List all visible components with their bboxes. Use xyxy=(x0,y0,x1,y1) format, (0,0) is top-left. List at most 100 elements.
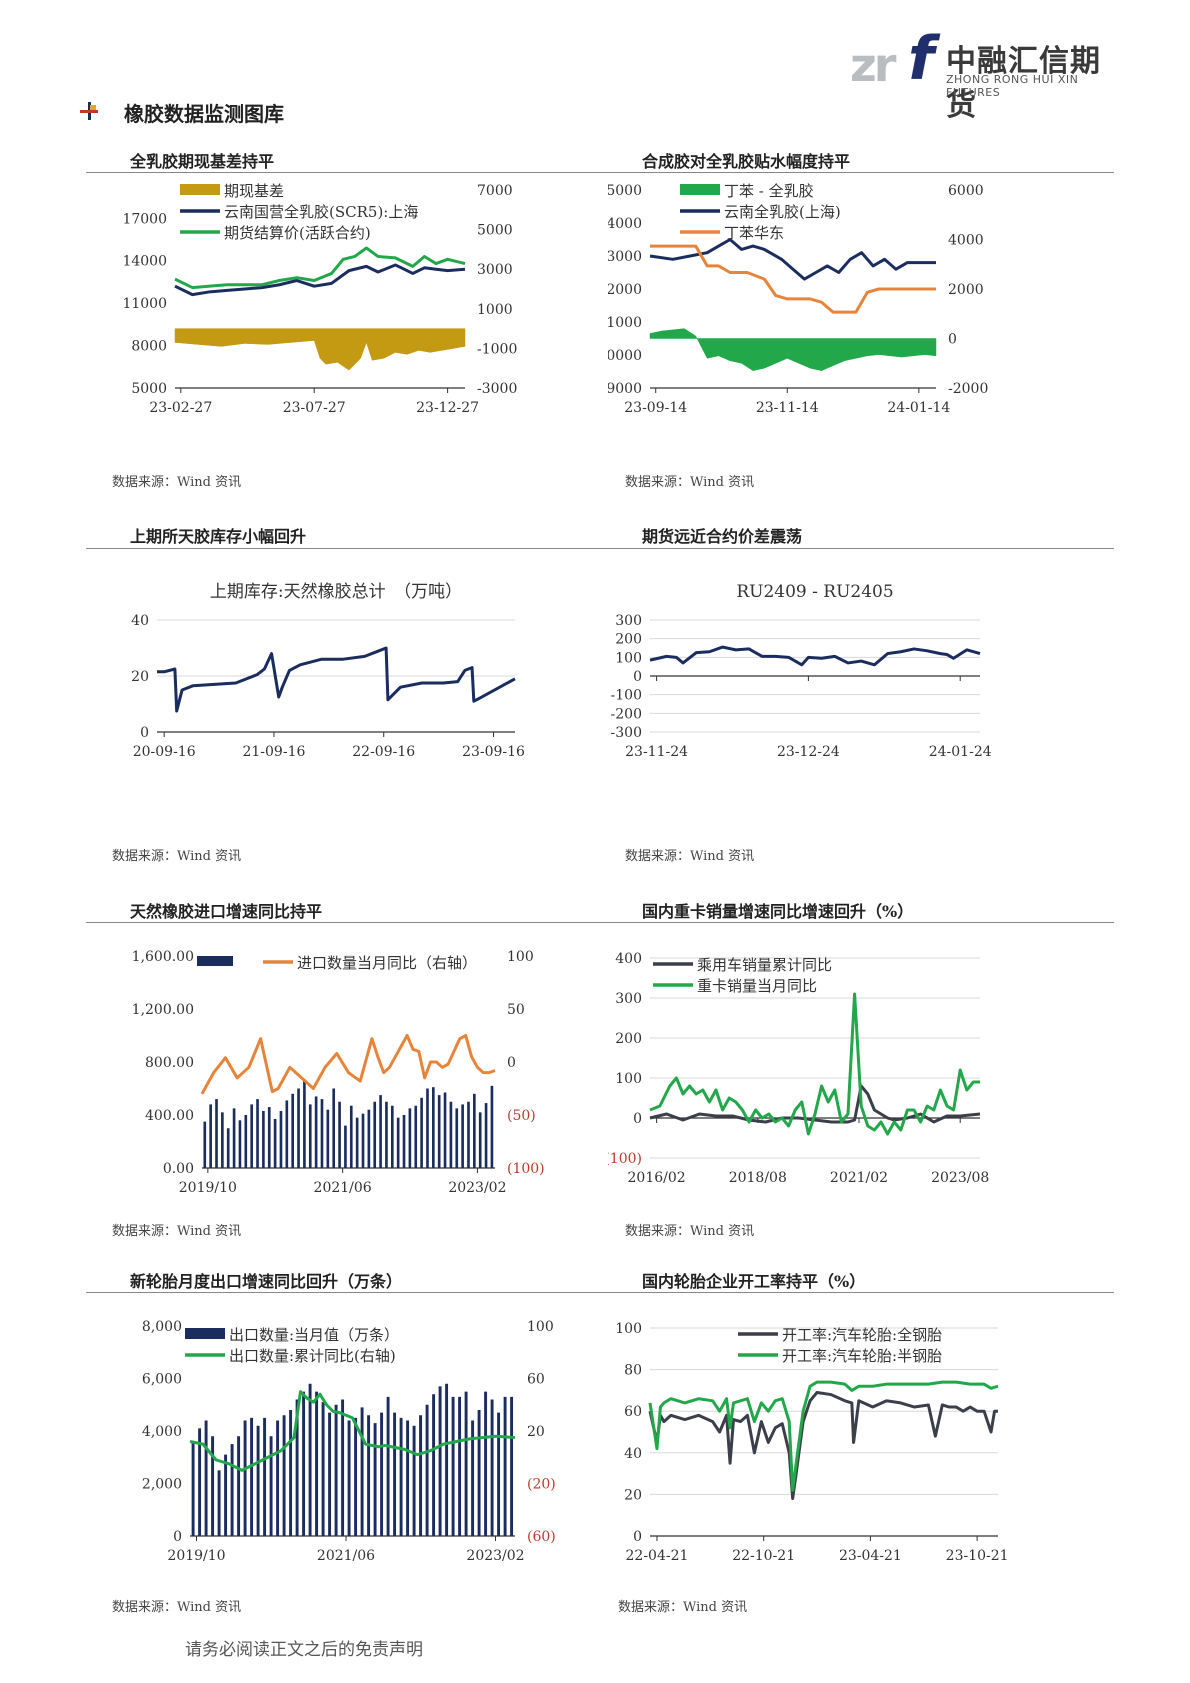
y-tick-label: 200 xyxy=(615,632,642,648)
y-tick-label: -100 xyxy=(611,688,642,704)
source-label-1: 数据来源：Wind 资讯 xyxy=(112,475,242,490)
source-label-2: 数据来源：Wind 资讯 xyxy=(625,475,755,490)
chart-tire-export: 0 2,000 4,000 6,000 8,000 (60) (20) 20 60 100 2019… xyxy=(142,1319,556,1564)
y-tick-label: 17000 xyxy=(122,211,167,227)
y-tick-label: 400 xyxy=(615,951,642,967)
series-line xyxy=(189,1390,516,1472)
y-tick-label: 1,600.00 xyxy=(132,949,194,965)
y2-tick-label: -1000 xyxy=(477,341,517,357)
bar xyxy=(321,1402,325,1536)
legend-swatch xyxy=(680,184,720,195)
x-tick-label: 2023/02 xyxy=(466,1548,524,1564)
chart-inventory: 上期库存:天然橡胶总计 （万吨） 0 20 40 20-09-16 21-09-16 22-… xyxy=(131,582,525,760)
y-tick-label: 60 xyxy=(624,1404,642,1420)
chart-title: 上期库存:天然橡胶总计 （万吨） xyxy=(210,582,462,602)
y2-tick-label: 100 xyxy=(507,949,534,965)
bar xyxy=(232,1108,236,1168)
y2-tick-label: 50 xyxy=(507,1002,525,1018)
bar xyxy=(320,1099,324,1168)
row-divider-3 xyxy=(86,922,1114,923)
panel-title-3: 上期所天胶库存小幅回升 xyxy=(130,527,307,546)
y2-tick-label: -2000 xyxy=(948,381,988,397)
bar xyxy=(332,1088,336,1168)
y-tick-label: 11000 xyxy=(122,296,167,312)
bar xyxy=(204,1420,208,1536)
x-tick-label: 23-12-24 xyxy=(777,744,840,760)
bar xyxy=(503,1396,507,1536)
bar xyxy=(191,1441,195,1536)
y2-tick-label: 0 xyxy=(507,1055,516,1071)
series-area xyxy=(649,328,937,371)
y-tick-label: 80 xyxy=(624,1363,642,1379)
y-tick-label: 0 xyxy=(633,669,642,685)
x-tick-label: 2023/08 xyxy=(931,1170,989,1186)
bar xyxy=(385,1101,388,1168)
bar xyxy=(282,1415,286,1536)
bar xyxy=(438,1386,442,1536)
panel-title-4: 期货远近合约价差震荡 xyxy=(642,527,803,546)
bar xyxy=(267,1107,271,1168)
bar xyxy=(425,1404,429,1536)
y2-tick-label: 60 xyxy=(527,1372,545,1388)
bar xyxy=(412,1425,416,1536)
bar xyxy=(328,1412,332,1536)
bar xyxy=(367,1109,371,1168)
y2-tick-label: 0 xyxy=(948,332,957,348)
y2-tick-label: (50) xyxy=(507,1108,536,1124)
series-line xyxy=(200,1034,496,1095)
legend-label: 丁苯 - 全乳胶 xyxy=(724,182,814,200)
y-tick-label: 40 xyxy=(624,1446,642,1462)
bar xyxy=(308,1383,312,1536)
bar xyxy=(478,1112,482,1168)
bar xyxy=(279,1111,283,1168)
series-line xyxy=(650,244,936,314)
bar xyxy=(510,1396,514,1536)
bar xyxy=(289,1410,293,1536)
bar xyxy=(360,1407,364,1536)
bar xyxy=(308,1104,312,1168)
x-tick-label: 2021/02 xyxy=(830,1170,888,1186)
bar xyxy=(262,1111,265,1168)
y-tick-label: 12000 xyxy=(608,282,642,298)
y-tick-label: 0 xyxy=(173,1529,182,1545)
bar xyxy=(217,1470,221,1536)
bar xyxy=(373,1423,377,1536)
chart-contract-spread: RU2409 - RU2405 -300 -200 -100 0 100 200 300 23-… xyxy=(611,582,992,760)
y-tick-label: 400.00 xyxy=(145,1108,194,1124)
series-line xyxy=(157,646,516,713)
bar xyxy=(211,1436,215,1536)
x-tick-label: 22-09-16 xyxy=(352,744,415,760)
x-tick-label: 23-09-16 xyxy=(462,744,525,760)
section-bullet-icon xyxy=(80,102,98,120)
bar xyxy=(408,1108,412,1168)
legend-label: 重卡销量当月同比 xyxy=(697,977,817,995)
bar xyxy=(224,1454,228,1536)
row-divider-1 xyxy=(86,172,1114,173)
bar xyxy=(396,1117,400,1168)
bar xyxy=(295,1399,299,1536)
y2-tick-label: 3000 xyxy=(477,262,513,278)
legend-swatch xyxy=(197,956,233,966)
x-tick-label: 23-09-14 xyxy=(624,400,687,416)
bar xyxy=(285,1100,289,1168)
y-tick-label: 15000 xyxy=(608,183,642,199)
bar xyxy=(256,1425,260,1536)
bar xyxy=(349,1105,353,1168)
bar xyxy=(273,1118,277,1168)
source-label-6: 数据来源：Wind 资讯 xyxy=(625,1224,755,1239)
x-tick-label: 23-11-24 xyxy=(625,744,688,760)
bar xyxy=(334,1404,338,1536)
y2-tick-label: 5000 xyxy=(477,223,513,239)
bar xyxy=(237,1436,241,1536)
y2-tick-label: 4000 xyxy=(948,233,984,249)
disclaimer-footer: 请务必阅读正文之后的免责声明 xyxy=(185,1640,423,1660)
bar xyxy=(361,1113,365,1168)
series-line xyxy=(649,1084,981,1124)
bar xyxy=(484,1391,488,1536)
bar xyxy=(238,1120,242,1168)
source-label-5: 数据来源：Wind 资讯 xyxy=(112,1224,242,1239)
bar xyxy=(367,1415,371,1536)
y-tick-label: 10000 xyxy=(608,348,642,364)
y-tick-label: 11000 xyxy=(608,315,642,331)
y2-tick-label: 20 xyxy=(527,1424,545,1440)
